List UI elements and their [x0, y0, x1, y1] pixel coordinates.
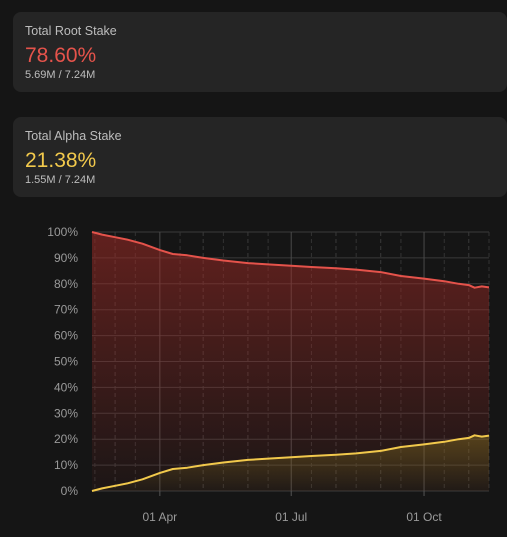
x-tick-label: 01 Jul: [275, 510, 307, 524]
chart-areas: [92, 232, 489, 491]
stake-chart: 0% 10% 20% 30% 40% 50% 60% 70% 80% 90% 100% 01 Apr…: [47, 225, 490, 524]
root-stake-percent: 78.60%: [25, 44, 97, 67]
chart-lines: [91, 231, 490, 492]
y-tick-label: 10%: [54, 458, 78, 472]
alpha-stake-percent: 21.38%: [25, 149, 97, 172]
root-stake-card: Total Root Stake 78.60% 5.69M / 7.24M: [13, 12, 507, 92]
y-tick-label: 60%: [54, 329, 78, 343]
alpha-stake-label: Total Alpha Stake: [25, 129, 122, 143]
y-tick-label: 40%: [54, 380, 78, 394]
x-tick-label: 01 Oct: [406, 510, 442, 524]
root-stake-detail: 5.69M / 7.24M: [25, 69, 96, 81]
y-tick-label: 90%: [54, 251, 78, 265]
alpha-stake-detail: 1.55M / 7.24M: [25, 174, 96, 186]
y-tick-label: 80%: [54, 277, 78, 291]
alpha-stake-card: Total Alpha Stake 21.38% 1.55M / 7.24M: [13, 117, 507, 197]
y-axis: 0% 10% 20% 30% 40% 50% 60% 70% 80% 90% 100%: [47, 225, 78, 498]
y-tick-label: 70%: [54, 303, 78, 317]
x-axis: 01 Apr 01 Jul 01 Oct: [142, 491, 442, 524]
y-tick-label: 30%: [54, 406, 78, 420]
root-line: [91, 231, 490, 289]
y-tick-label: 20%: [54, 432, 78, 446]
root-stake-label: Total Root Stake: [25, 24, 117, 38]
x-tick-label: 01 Apr: [142, 510, 177, 524]
y-tick-label: 0%: [61, 484, 79, 498]
y-tick-label: 100%: [47, 225, 78, 239]
y-tick-label: 50%: [54, 355, 78, 369]
alpha-line: [91, 434, 490, 492]
root-area: [92, 232, 489, 491]
